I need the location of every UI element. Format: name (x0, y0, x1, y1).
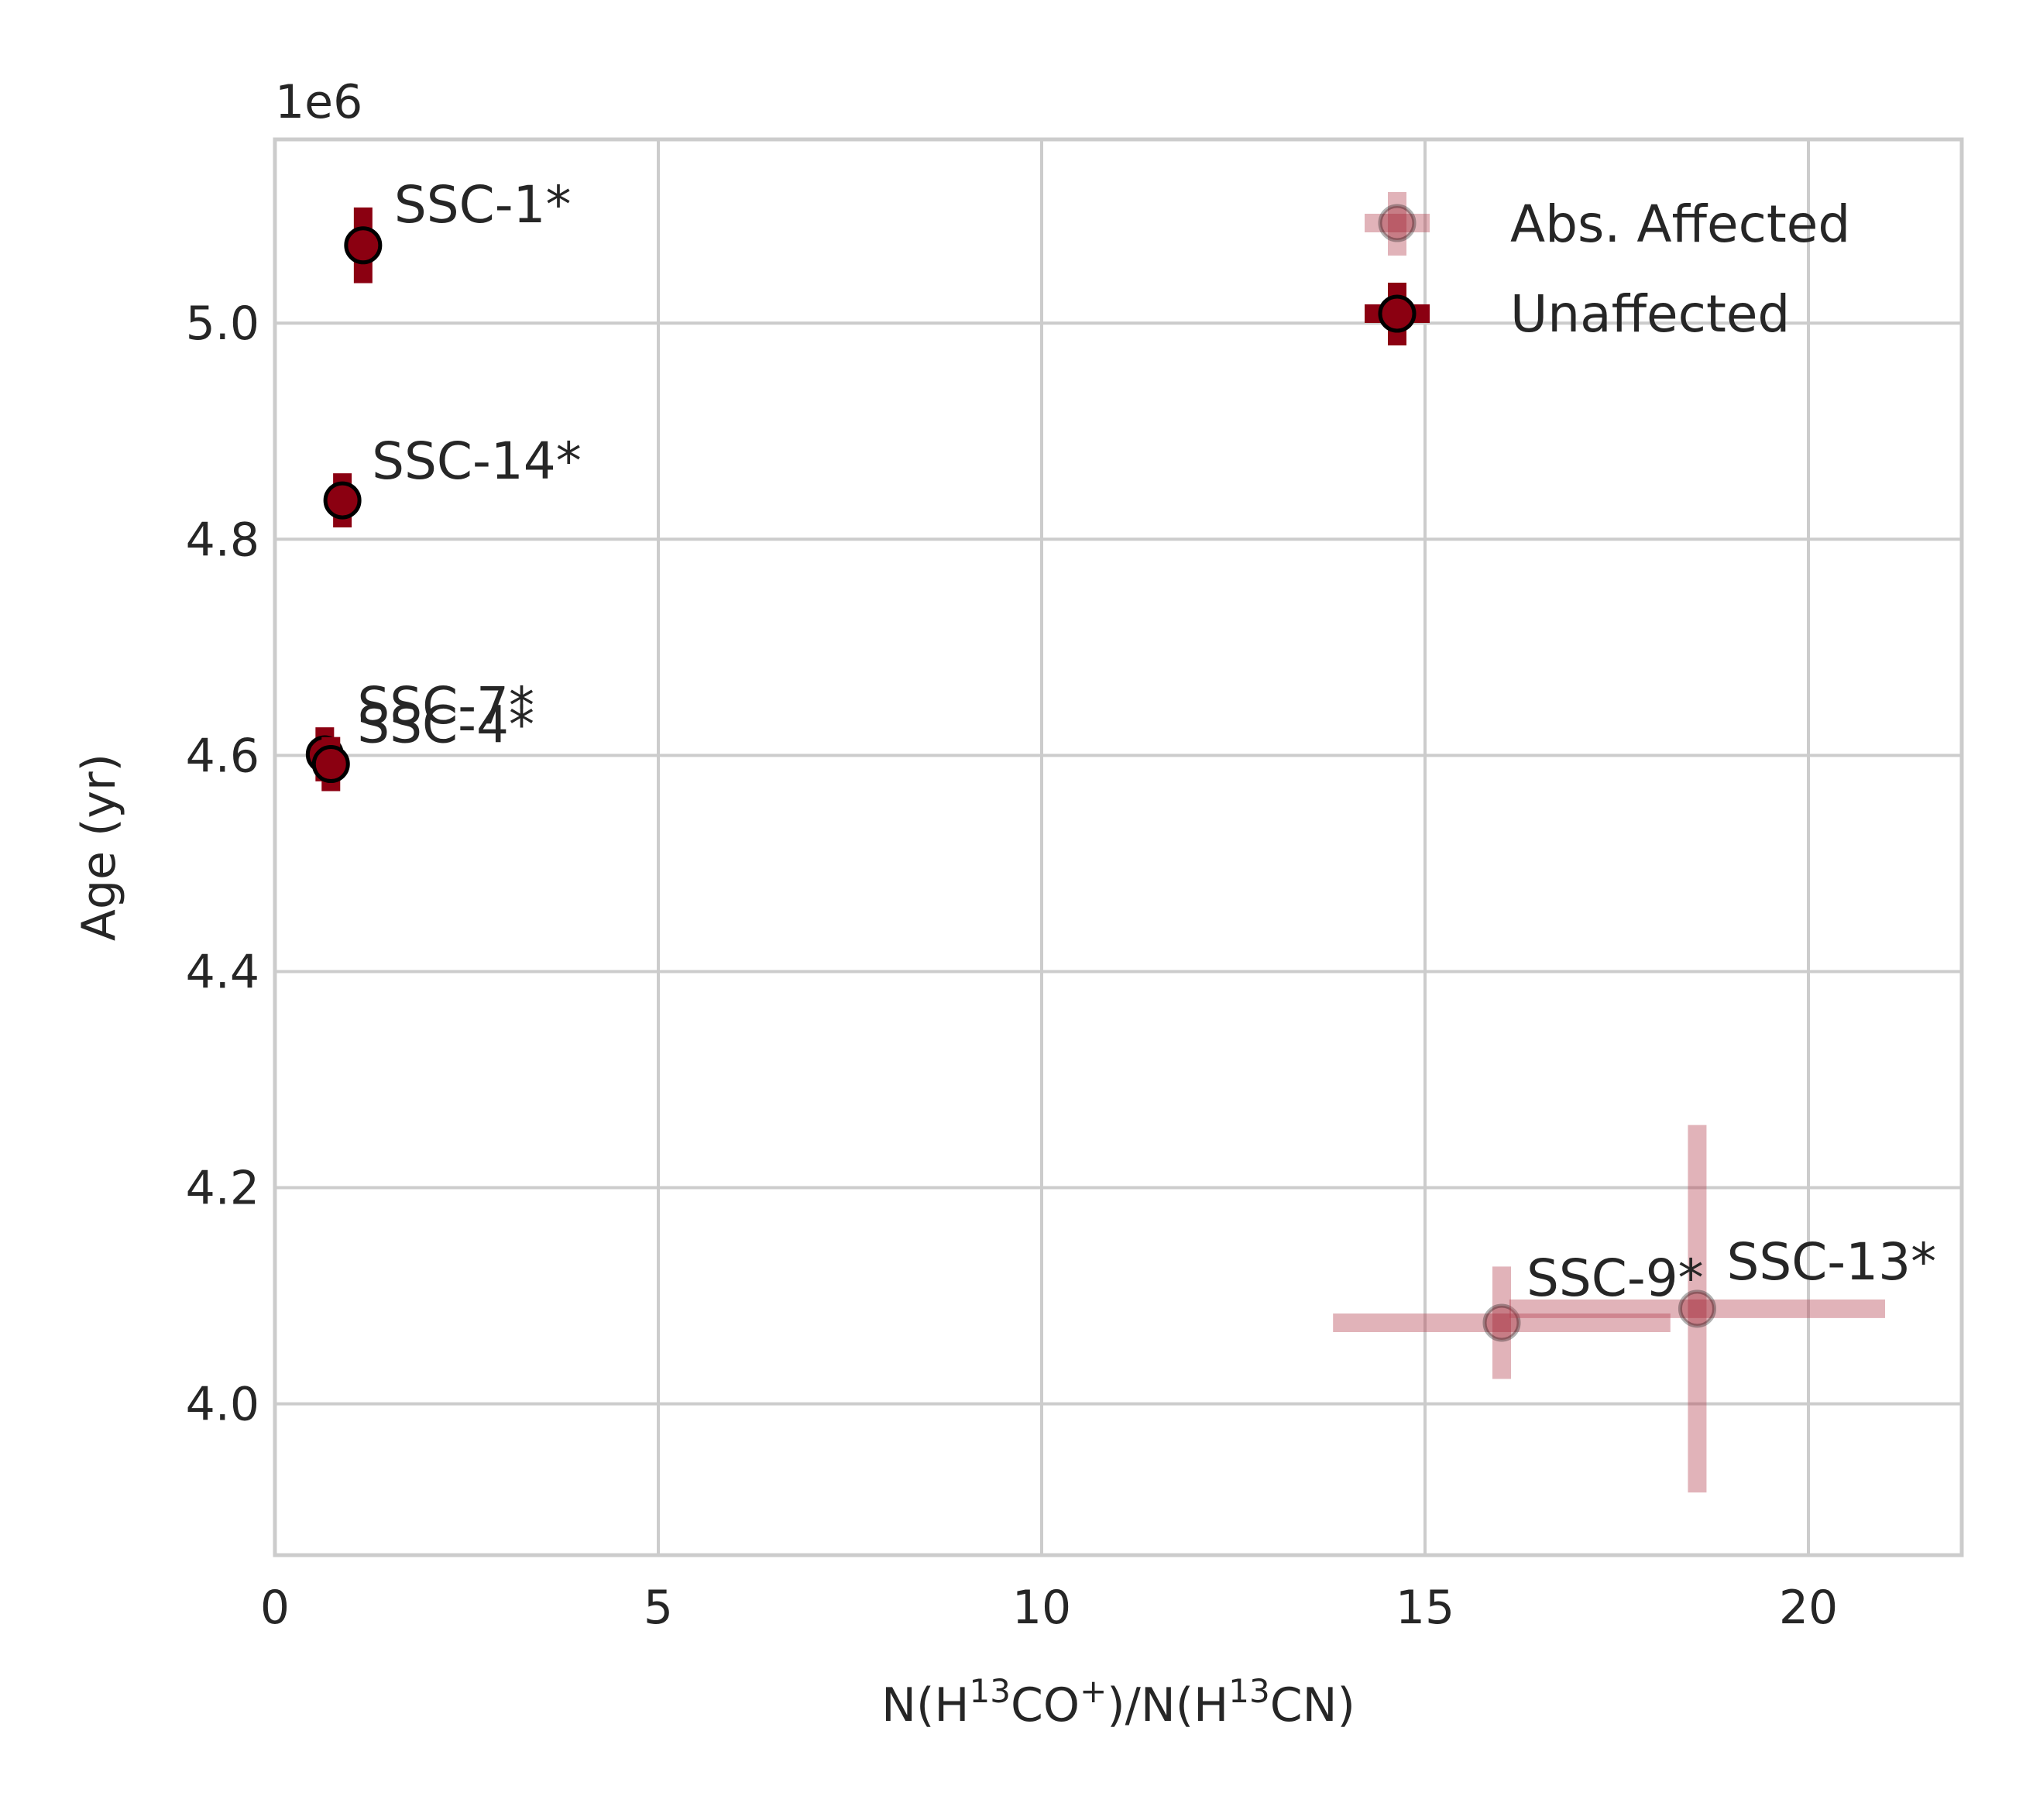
point-label: SSC-1* (394, 175, 572, 235)
legend-marker-unaffected (1365, 283, 1430, 345)
point-label: SSC-13* (1726, 1232, 1936, 1292)
point-marker (323, 481, 362, 520)
point-marker (1678, 1289, 1716, 1328)
point-label: SSC-7* (357, 676, 534, 736)
legend-label-abs-affected: Abs. Affected (1510, 194, 1850, 254)
series-unaffected (305, 207, 383, 792)
point-marker (1482, 1303, 1521, 1342)
y-tick-label: 4.0 (186, 1378, 259, 1432)
point-labels: SSC-9* SSC-13* SSC-1* SSC-14* SSC-7*SSC-4* (357, 175, 1936, 1308)
y-tick-label: 5.0 (186, 297, 259, 351)
x-tick-label: 0 (260, 1581, 290, 1635)
y-axis-ticks: 4.0 4.2 4.4 4.6 4.8 5.0 (186, 297, 259, 1431)
y-tick-label: 4.8 (186, 513, 259, 567)
data-point (323, 473, 362, 527)
y-axis-label: Age (yr) (72, 754, 126, 941)
legend: Abs. Affected Unaffected (1365, 192, 1850, 345)
x-tick-label: 20 (1779, 1581, 1838, 1635)
plot-border (273, 137, 1964, 1557)
y-tick-label: 4.6 (186, 729, 259, 783)
data-point (344, 207, 383, 283)
legend-label-unaffected: Unaffected (1510, 284, 1790, 344)
data-point (311, 737, 350, 792)
point-marker (344, 226, 383, 265)
point-label: SSC-4* (357, 695, 534, 755)
data-point (1333, 1266, 1671, 1379)
point-marker (311, 745, 350, 784)
x-tick-label: 15 (1396, 1581, 1454, 1635)
plot-area (275, 139, 1962, 1555)
point-label: SSC-9* (1526, 1248, 1704, 1308)
plot-frame (275, 139, 1962, 1555)
x-axis-ticks: 0 5 10 15 20 (260, 1581, 1838, 1635)
y-tick-label: 4.4 (186, 945, 259, 999)
series-abs-affected (1333, 1125, 1885, 1493)
point-label: SSC-14* (372, 431, 582, 491)
x-tick-label: 5 (644, 1581, 673, 1635)
grid (273, 139, 1962, 1555)
y-tick-label: 4.2 (186, 1162, 259, 1216)
legend-marker-abs-affected (1365, 192, 1430, 256)
x-axis-label: N(H13CO+)/N(H13CN) (881, 1672, 1355, 1732)
y-offset-text: 1e6 (275, 75, 362, 129)
data-point (1509, 1125, 1885, 1493)
x-tick-label: 10 (1012, 1581, 1071, 1635)
